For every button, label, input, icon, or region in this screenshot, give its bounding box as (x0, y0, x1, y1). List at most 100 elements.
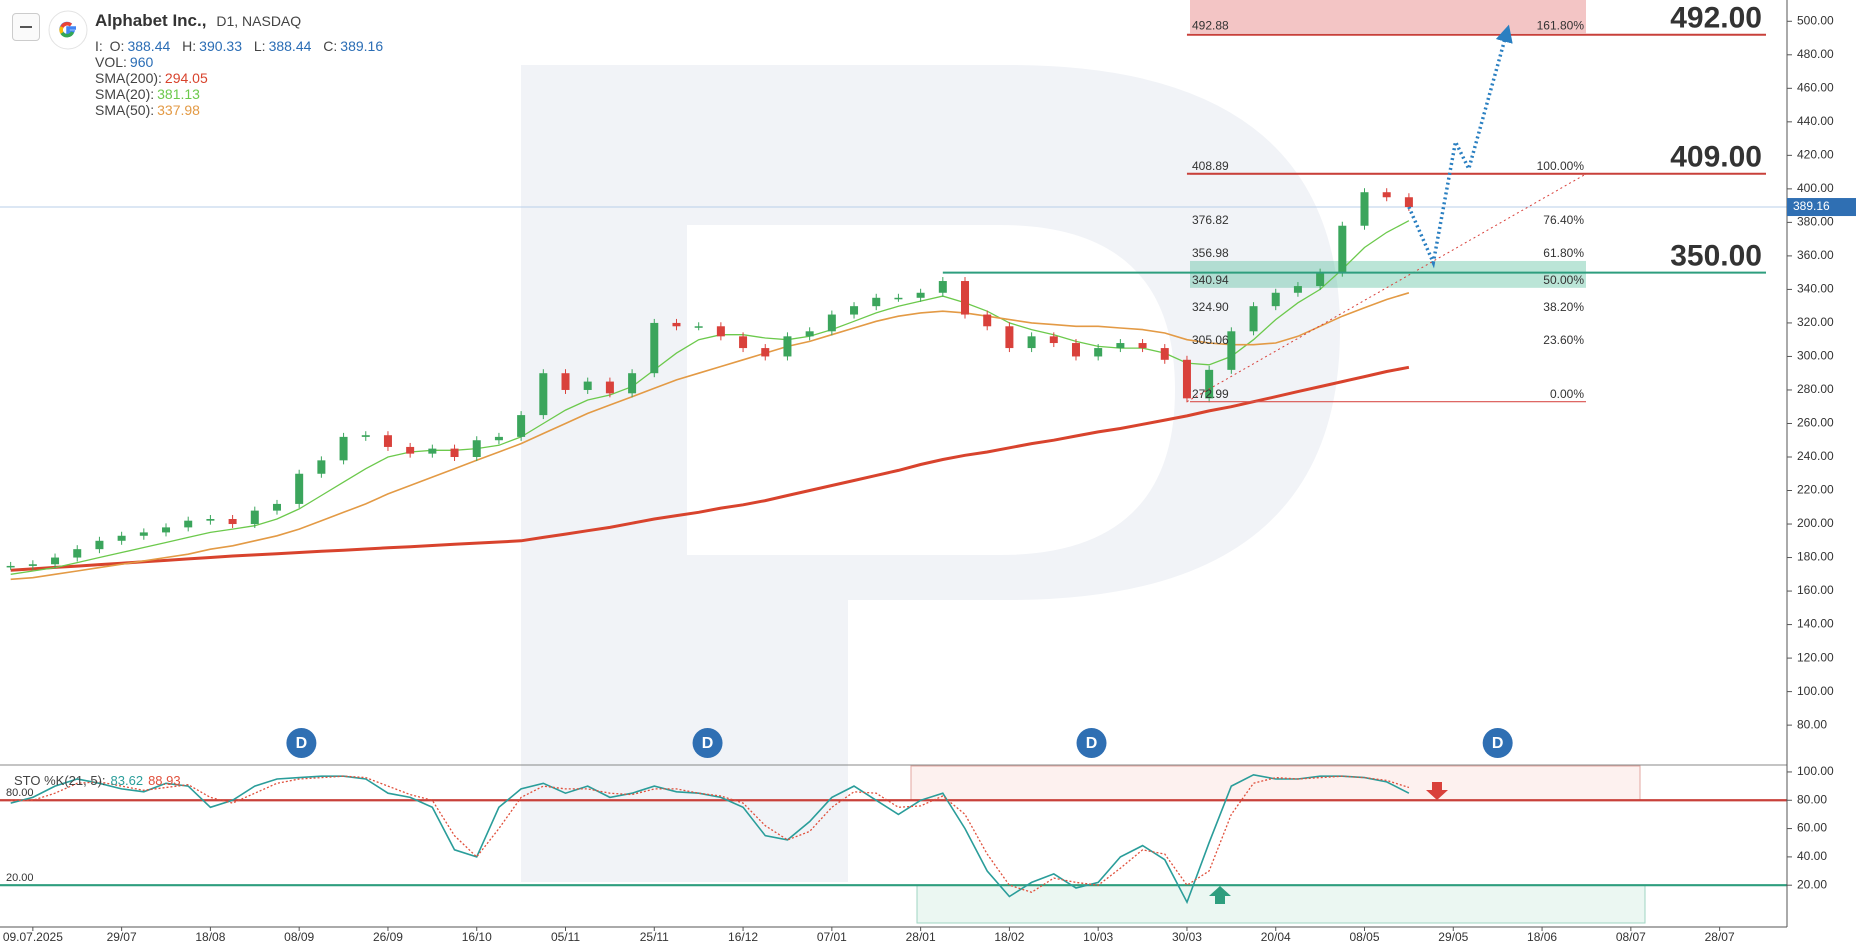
candle (716, 326, 725, 337)
candle (162, 527, 171, 533)
ohlc-value: 388.44 (127, 38, 171, 54)
y-tick-label: 40.00 (1797, 849, 1827, 863)
ohlc-label: L: (253, 38, 266, 54)
y-tick-label: 80.00 (1797, 792, 1827, 806)
event-label: D (296, 735, 308, 752)
y-tick-label: 100.00 (1797, 684, 1834, 698)
candle (295, 473, 304, 504)
candle (228, 519, 237, 525)
oversold-zone (916, 884, 1646, 924)
price-tag (1787, 198, 1856, 217)
candle (1249, 306, 1258, 332)
y-tick-label: 280.00 (1797, 382, 1834, 396)
candle (1094, 348, 1103, 357)
candle (783, 336, 792, 357)
legend-value: 294.05 (164, 70, 208, 86)
legend-name: SMA(200): (95, 70, 162, 86)
candle (206, 519, 215, 521)
candle (95, 540, 104, 550)
event-label: D (1492, 735, 1504, 752)
plot-area: 492.88 161.80% 408.89 100.00% 376.82 76.40% 35… (0, 0, 1787, 924)
candle (494, 436, 503, 441)
candle (1360, 192, 1369, 226)
sma-line (10, 220, 1410, 575)
fib-price-label: 272.99 (1192, 387, 1229, 401)
y-tick-label: 120.00 (1797, 650, 1834, 664)
candle (1071, 343, 1080, 357)
y-tick-label: 80.00 (1797, 717, 1827, 731)
candle (28, 564, 37, 566)
fib-pct-label: 61.80% (1543, 246, 1584, 260)
fib-price-label: 376.82 (1192, 213, 1229, 227)
fib-price-label: 356.98 (1192, 246, 1229, 260)
fib-pct-label: 161.80% (1537, 18, 1585, 32)
level-label: 350.00 (1670, 240, 1762, 273)
interval: D1, NASDAQ (216, 13, 302, 29)
candle (1027, 336, 1036, 349)
candle (605, 381, 614, 394)
candle (1338, 225, 1347, 273)
down-arrow (1426, 782, 1448, 800)
candle (317, 460, 326, 474)
y-tick-label: 440.00 (1797, 114, 1834, 128)
candle (139, 532, 148, 536)
candle (6, 565, 15, 568)
x-tick-label: 08/05 (1349, 930, 1379, 944)
x-tick-label: 28/07 (1705, 930, 1735, 944)
watermark (521, 65, 1340, 882)
candle (1160, 348, 1169, 360)
symbol: Alphabet Inc., (95, 11, 207, 30)
ohlc-value: 390.33 (199, 38, 242, 54)
stoch-level-label: 20.00 (6, 872, 34, 884)
volume-label: VOL: (95, 54, 127, 70)
y-tick-label: 300.00 (1797, 349, 1834, 363)
x-tick-label: 29/05 (1438, 930, 1468, 944)
candle (1138, 343, 1147, 349)
candle (184, 520, 193, 528)
legend-name: SMA(20): (95, 86, 155, 102)
x-tick-label: 16/12 (728, 930, 758, 944)
stoch-legend-text: STO %K(21, 5): (14, 773, 106, 788)
candle (1227, 331, 1236, 370)
candle (894, 297, 903, 300)
event-marker (1076, 728, 1107, 758)
candle (1382, 192, 1391, 198)
x-tick-label: 16/10 (462, 930, 492, 944)
event-marker (286, 728, 317, 758)
legend-value: 381.13 (157, 86, 200, 102)
x-tick-label: 20/04 (1261, 930, 1291, 944)
candle (117, 535, 126, 541)
x-tick-label: 18/02 (994, 930, 1024, 944)
event-label: D (702, 735, 714, 752)
y-tick-label: 20.00 (1797, 877, 1827, 891)
y-tick-label: 480.00 (1797, 47, 1834, 61)
target-zone (1190, 0, 1586, 34)
candle (850, 306, 859, 315)
stoch-legend-text: 83.62 (111, 773, 144, 788)
x-tick-label: 08/09 (284, 930, 314, 944)
ohlc-label: H: (182, 38, 197, 54)
x-tick-label: 30/03 (1172, 930, 1202, 944)
x-tick-label: 08/07 (1616, 930, 1646, 944)
fib-price-label: 340.94 (1192, 273, 1229, 287)
collapse-button[interactable] (12, 13, 40, 41)
y-tick-label: 220.00 (1797, 483, 1834, 497)
x-tick-label: 10/03 (1083, 930, 1113, 944)
y-tick-label: 260.00 (1797, 416, 1834, 430)
candle (1404, 197, 1413, 208)
candle (872, 297, 881, 307)
support-zone (1190, 260, 1586, 288)
legend-value: 337.98 (157, 102, 200, 118)
y-tick-label: 340.00 (1797, 282, 1834, 296)
x-tick-label: 26/09 (373, 930, 403, 944)
y-tick-label: 200.00 (1797, 516, 1834, 530)
volume-value: 960 (129, 54, 154, 70)
event-marker (692, 728, 723, 758)
fib-price-label: 408.89 (1192, 159, 1229, 173)
candle (250, 510, 259, 525)
x-tick-label: 07/01 (817, 930, 847, 944)
fib-pct-label: 23.60% (1543, 333, 1584, 347)
candle (272, 503, 281, 511)
